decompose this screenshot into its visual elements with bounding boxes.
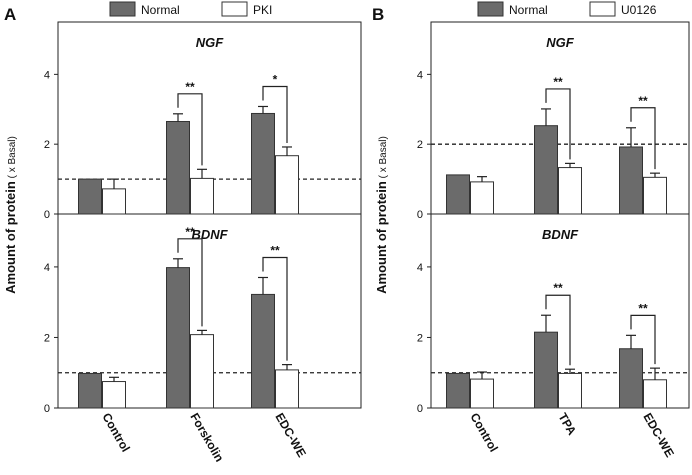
panel-b-subplot-bdnf-ytick-label: 2	[417, 332, 423, 344]
panel-a-legend-swatch-normal	[109, 1, 136, 17]
panel-a-xtick-label-edc-we: EDC-WE	[272, 411, 308, 460]
panel-b-subplot-ngf-bar-u0126-edc-we	[643, 176, 667, 215]
panel-a-subplot-bdnf-ytick-label: 0	[44, 403, 50, 415]
panel-b-subplot-bdnf-bar-normal-edc-we	[619, 348, 643, 409]
panel-b-subplot-bdnf-ytick-label: 4	[417, 262, 423, 274]
panel-b-subplot-bdnf-significance-label: **	[553, 281, 563, 295]
panel-a-subplot-ngf-bar-normal-forskolin	[166, 120, 190, 215]
panel-a-letter: A	[4, 5, 16, 24]
panel-a-subplot-bdnf-significance-label: **	[270, 243, 280, 257]
panel-b-subplot-ngf-ytick-label: 2	[417, 139, 423, 151]
panel-a-subplot-ngf-bar-pki-forskolin	[190, 177, 214, 215]
panel-a-ylabel-unit: ( x Basal)	[7, 136, 18, 181]
panel-a-legend-swatch-treatment	[221, 1, 248, 17]
panel-a-subplot-bdnf-bar-normal-control	[78, 372, 102, 409]
panel-b-subplot-bdnf-bar-u0126-edc-we	[643, 379, 667, 409]
panel-b-subplot-ngf-bar-normal-tpa	[534, 125, 558, 215]
panel-a-legend-label-normal: Normal	[141, 3, 180, 17]
panel-b-ylabel-main: Amount of protein	[374, 181, 389, 294]
panel-b-legend-label-treatment: U0126	[621, 3, 657, 17]
panel-a-subplot-ngf-bar-pki-control	[102, 188, 126, 215]
panel-a-subplot-ngf-title: NGF	[196, 35, 225, 50]
panel-b-subplot-ngf-bar-normal-control	[446, 174, 470, 215]
panel-a-subplot-bdnf-significance-bracket	[262, 256, 288, 361]
panel-b-subplot-ngf-ytick-label: 4	[417, 69, 423, 81]
panel-a-subplot-ngf-bar-pki-edc-we	[275, 155, 299, 215]
panel-a-subplot-bdnf-significance-bracket	[177, 238, 203, 327]
panel-a-subplot-ngf-bar-normal-control	[78, 178, 102, 215]
panel-b-subplot-bdnf-significance-bracket	[545, 294, 571, 366]
panel-a-subplot-ngf-ytick-label: 2	[44, 139, 50, 151]
panel-b-subplot-ngf-significance-bracket	[630, 107, 656, 170]
panel-b-subplot-ngf-significance-bracket	[545, 88, 571, 160]
panel-a-subplot-bdnf-significance-label: **	[185, 225, 195, 239]
panel-b-legend-label-normal: Normal	[509, 3, 548, 17]
panel-a-subplot-bdnf-bar-normal-edc-we	[251, 293, 275, 409]
panel-b-subplot-bdnf-significance-bracket	[630, 314, 656, 365]
panel-a-subplot-bdnf-bar-pki-forskolin	[190, 334, 214, 409]
panel-b-subplot-bdnf-bar-normal-tpa	[534, 331, 558, 409]
panel-b-subplot-bdnf-significance-label: **	[638, 301, 648, 315]
panel-a-xtick-label-forskolin: Forskolin	[187, 411, 226, 465]
panel-b-subplot-bdnf-ytick-label: 0	[417, 403, 423, 415]
panel-b-ylabel: Amount of protein ( x Basal)	[374, 136, 389, 294]
panel-a-ylabel: Amount of protein ( x Basal)	[3, 136, 18, 294]
panel-b-legend-swatch-normal	[477, 1, 504, 17]
panel-a-subplot-bdnf-bar-pki-edc-we	[275, 369, 299, 409]
panel-a-subplot-bdnf-bar-pki-control	[102, 381, 126, 409]
panel-a-legend-label-treatment: PKI	[253, 3, 272, 17]
panel-a-subplot-bdnf-ytick-label: 2	[44, 332, 50, 344]
panel-a-xtick-label-control: Control	[99, 411, 132, 455]
panel-b-letter: B	[372, 5, 384, 24]
panel-b-legend-swatch-treatment	[589, 1, 616, 17]
panel-a-subplot-bdnf-bar-normal-forskolin	[166, 267, 190, 409]
panel-b-subplot-bdnf-bar-normal-control	[446, 372, 470, 409]
panel-b-subplot-ngf-bar-normal-edc-we	[619, 146, 643, 215]
panel-b-xtick-label-control: Control	[467, 411, 500, 455]
panel-a-subplot-ngf-significance-bracket	[262, 85, 288, 143]
panel-a-subplot-ngf-significance-label: **	[185, 80, 195, 94]
panel-a-subplot-bdnf-ytick-label: 4	[44, 262, 50, 274]
panel-b-subplot-ngf-bar-u0126-tpa	[558, 167, 582, 215]
panel-b-subplot-ngf-significance-label: **	[638, 94, 648, 108]
panel-a-subplot-ngf-bar-normal-edc-we	[251, 112, 275, 215]
panel-b-xtick-label-tpa: TPA	[555, 411, 579, 438]
panel-b-subplot-ngf-ytick-label: 0	[417, 209, 423, 221]
panel-a-subplot-ngf-significance-bracket	[177, 93, 203, 166]
panel-b-subplot-ngf-significance-label: **	[553, 75, 563, 89]
panel-b-subplot-bdnf-bar-u0126-tpa	[558, 372, 582, 409]
panel-b-xtick-label-edc-we: EDC-WE	[640, 411, 676, 460]
panel-a-subplot-bdnf-title: BDNF	[191, 227, 228, 242]
panel-b-subplot-bdnf-title: BDNF	[542, 227, 579, 242]
panel-b-subplot-ngf-title: NGF	[546, 35, 575, 50]
panel-b-subplot-ngf-bar-u0126-control	[470, 181, 494, 215]
panel-a-subplot-ngf-significance-label: *	[273, 72, 278, 86]
panel-a-subplot-ngf-ytick-label: 4	[44, 69, 50, 81]
panel-a-subplot-ngf-ytick-label: 0	[44, 209, 50, 221]
panel-a-ylabel-main: Amount of protein	[3, 181, 18, 294]
panel-b-subplot-bdnf-bar-u0126-control	[470, 378, 494, 409]
panel-b-ylabel-unit: ( x Basal)	[378, 136, 389, 181]
